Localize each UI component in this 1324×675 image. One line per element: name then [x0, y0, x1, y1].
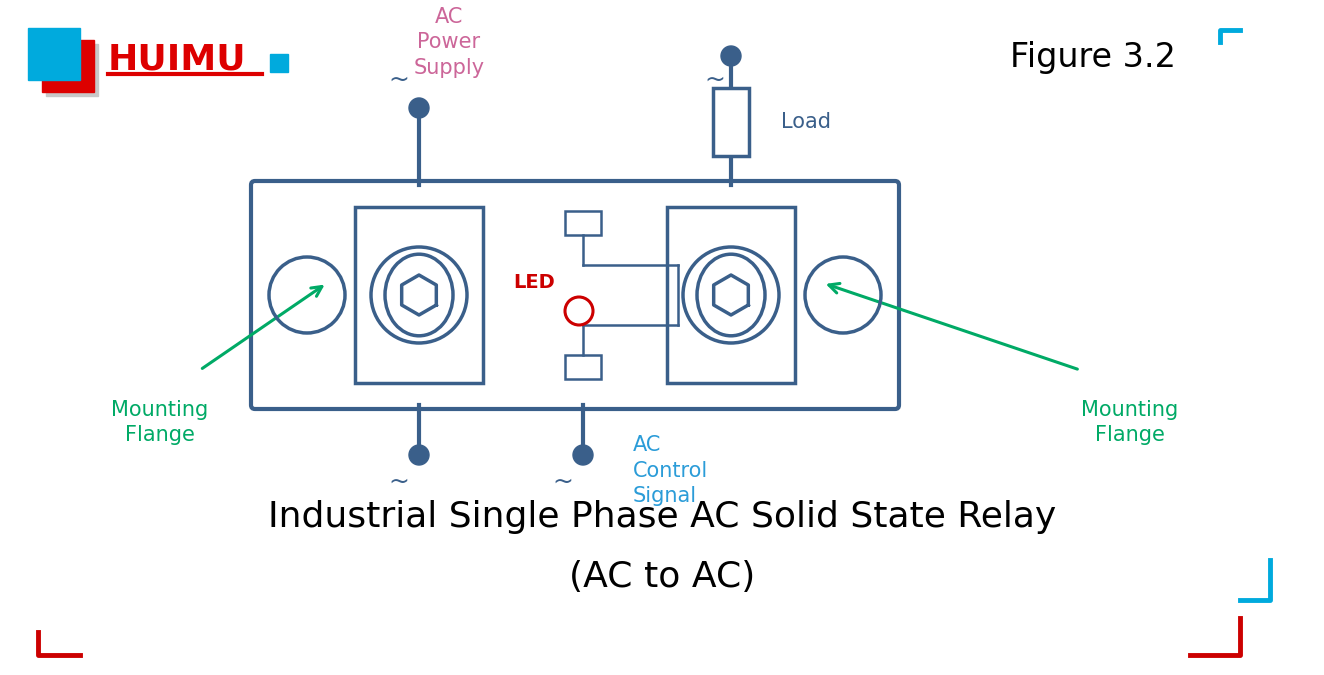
Bar [46, 44, 98, 96]
Text: AC
Control
Signal: AC Control Signal [633, 435, 708, 506]
Bar [714, 88, 749, 156]
FancyBboxPatch shape [252, 181, 899, 409]
Bar [667, 207, 794, 383]
Text: Figure 3.2: Figure 3.2 [1010, 41, 1176, 74]
Text: LED: LED [514, 273, 555, 292]
Text: ~: ~ [388, 470, 409, 494]
Text: (AC to AC): (AC to AC) [569, 560, 755, 594]
Bar [42, 40, 94, 92]
Text: ~: ~ [388, 68, 409, 92]
Text: ~: ~ [704, 68, 726, 92]
Circle shape [573, 445, 593, 465]
Circle shape [722, 46, 741, 66]
Bar [565, 355, 601, 379]
Text: AC
Power
Supply: AC Power Supply [413, 7, 485, 78]
Text: ~: ~ [552, 470, 573, 494]
Text: Load: Load [781, 112, 831, 132]
Bar [270, 54, 289, 72]
Bar [355, 207, 483, 383]
Text: Mounting
Flange: Mounting Flange [111, 400, 209, 445]
Circle shape [409, 445, 429, 465]
Text: Industrial Single Phase AC Solid State Relay: Industrial Single Phase AC Solid State R… [267, 500, 1057, 534]
Text: Mounting
Flange: Mounting Flange [1082, 400, 1178, 445]
Text: HUIMU: HUIMU [109, 43, 246, 77]
Bar [565, 211, 601, 235]
Circle shape [409, 98, 429, 118]
Bar [28, 28, 79, 80]
